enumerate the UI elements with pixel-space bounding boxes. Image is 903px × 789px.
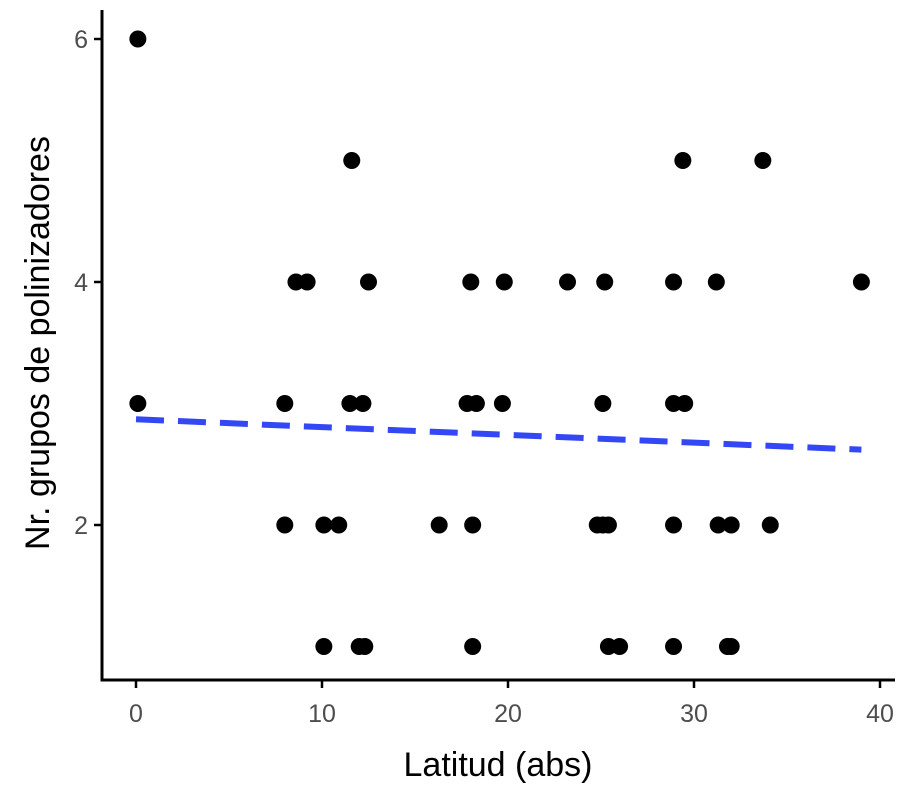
trend-line [135, 416, 862, 453]
data-point [343, 152, 361, 169]
data-point [467, 395, 485, 412]
data-point [709, 516, 727, 534]
data-point [430, 516, 448, 534]
data-point [722, 516, 740, 534]
data-point [495, 273, 513, 291]
x-tick-label: 30 [680, 700, 708, 728]
data-point [852, 273, 870, 291]
data-point [129, 395, 147, 412]
data-point [315, 516, 333, 534]
data-point [298, 273, 316, 291]
data-point [330, 516, 348, 534]
data-point [356, 638, 374, 655]
data-point [559, 273, 577, 291]
data-point [129, 30, 147, 48]
data-point [276, 395, 294, 412]
x-tick-label: 20 [494, 700, 522, 728]
data-point [611, 638, 629, 655]
y-axis-title: Nr. grupos de polinizadores [19, 136, 57, 550]
data-point [462, 273, 480, 291]
data-point [665, 638, 683, 655]
data-point [665, 273, 683, 291]
data-point [464, 638, 482, 655]
x-tick-label: 0 [129, 700, 143, 728]
data-point [676, 395, 694, 412]
data-point [761, 516, 779, 534]
y-tick-label: 4 [74, 269, 88, 297]
data-point [464, 516, 482, 534]
data-point [674, 152, 692, 169]
data-point [354, 395, 372, 412]
data-point [722, 638, 740, 655]
data-point [360, 273, 377, 291]
y-tick-label: 2 [74, 512, 88, 540]
data-point [493, 395, 511, 412]
trend-line-group [135, 416, 862, 453]
data-point [596, 273, 614, 291]
x-axis-title: Latitud (abs) [404, 746, 593, 784]
data-point [754, 152, 772, 169]
x-tick-label: 10 [308, 700, 336, 728]
data-point [665, 516, 683, 534]
axes: 0 10 20 30 40 2 4 6 [74, 10, 895, 728]
data-point [707, 273, 725, 291]
x-tick-label: 40 [866, 700, 894, 728]
y-tick-label: 6 [74, 26, 88, 54]
data-point [276, 516, 294, 534]
data-point [599, 516, 617, 534]
data-points [129, 30, 870, 655]
data-point [315, 638, 333, 655]
data-point [594, 395, 612, 412]
data-point [341, 395, 359, 412]
